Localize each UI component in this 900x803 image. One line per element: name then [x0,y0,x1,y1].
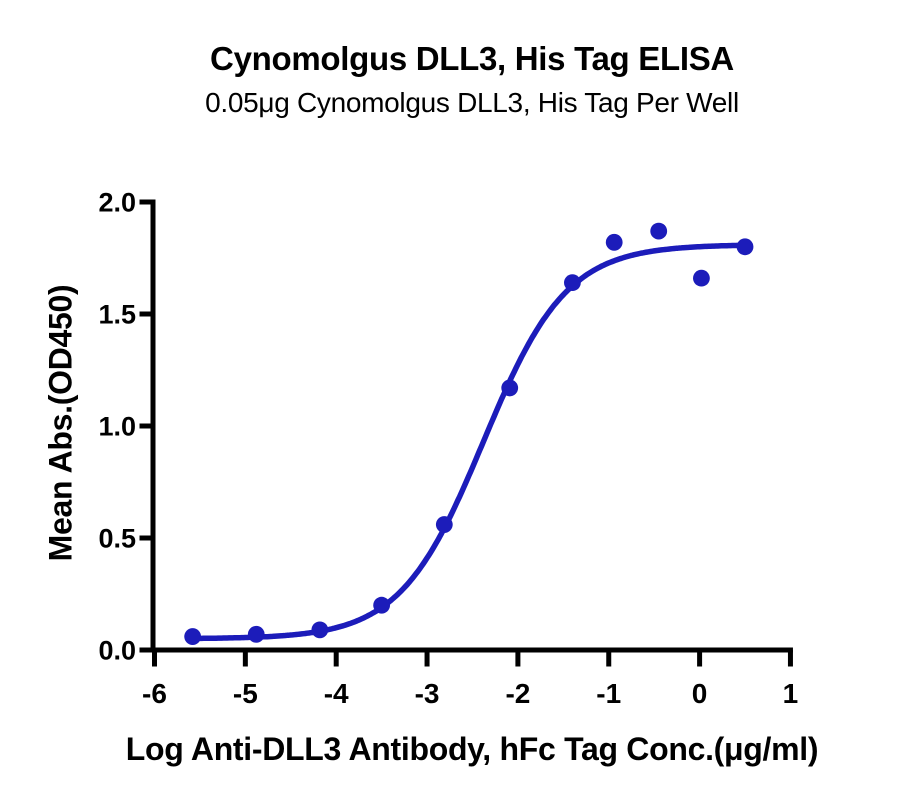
data-point [501,379,519,397]
data-point [311,621,329,639]
x-tick-label: -6 [142,678,167,709]
data-point [736,238,754,256]
x-tick-label: 0 [692,678,708,709]
data-point [693,269,710,287]
y-tick-label: 2.0 [98,188,136,218]
x-tick-label: -2 [505,678,530,709]
x-tick-label: -1 [596,678,621,709]
x-tick-label: -3 [415,678,440,709]
y-tick-label: 0.0 [98,636,136,666]
y-tick-label: 1.0 [98,412,136,442]
chart-title: Cynomolgus DLL3, His Tag ELISA [210,40,734,77]
chart-subtitle: 0.05μg Cynomolgus DLL3, His Tag Per Well [205,87,739,118]
data-point [184,628,202,645]
data-point [435,516,453,533]
data-point [564,274,581,292]
data-point [247,625,265,643]
data-point [605,233,623,251]
fit-curve [189,242,748,642]
x-tick-label: 1 [783,678,799,709]
x-tick-label: -5 [233,678,258,709]
data-point [373,596,391,614]
x-tick-label: -4 [324,678,349,709]
y-tick-label: 1.5 [98,300,136,330]
y-tick-label: 0.5 [98,524,136,554]
x-axis-title: Log Anti-DLL3 Antibody, hFc Tag Conc.(μg… [125,731,819,767]
data-point [650,222,668,240]
